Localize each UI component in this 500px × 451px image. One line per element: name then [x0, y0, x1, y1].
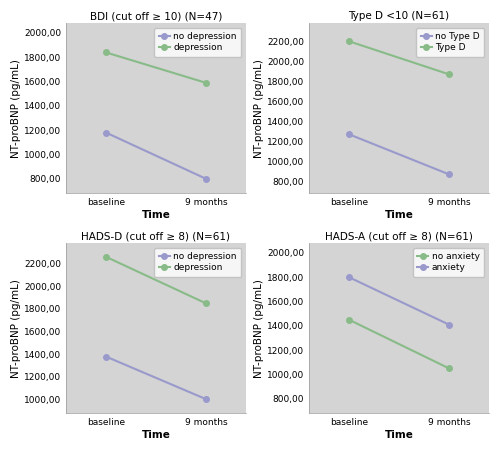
Title: HADS-D (cut off ≥ 8) (N=61): HADS-D (cut off ≥ 8) (N=61): [82, 231, 231, 241]
Type D: [446, 72, 452, 77]
Title: BDI (cut off ≥ 10) (N=47): BDI (cut off ≥ 10) (N=47): [90, 11, 222, 21]
depression: [203, 80, 209, 86]
X-axis label: Time: Time: [142, 210, 171, 220]
no anxiety: [446, 366, 452, 371]
Y-axis label: NT-proBNP (pg/mL): NT-proBNP (pg/mL): [11, 279, 21, 377]
anxiety: [446, 322, 452, 327]
depression: [103, 50, 109, 55]
Legend: no anxiety, anxiety: no anxiety, anxiety: [413, 248, 484, 276]
Legend: no Type D, Type D: no Type D, Type D: [416, 28, 484, 57]
depression: [103, 254, 109, 259]
Line: Type D: Type D: [346, 38, 452, 77]
no depression: [203, 176, 209, 181]
Y-axis label: NT-proBNP (pg/mL): NT-proBNP (pg/mL): [11, 59, 21, 158]
no depression: [103, 354, 109, 359]
depression: [203, 301, 209, 306]
Y-axis label: NT-proBNP (pg/mL): NT-proBNP (pg/mL): [254, 279, 264, 377]
no Type D: [346, 132, 352, 137]
X-axis label: Time: Time: [384, 210, 414, 220]
Line: no anxiety: no anxiety: [346, 317, 452, 371]
Line: anxiety: anxiety: [346, 275, 452, 327]
Legend: no depression, depression: no depression, depression: [154, 248, 242, 276]
no anxiety: [346, 317, 352, 322]
X-axis label: Time: Time: [384, 430, 414, 440]
Title: HADS-A (cut off ≥ 8) (N=61): HADS-A (cut off ≥ 8) (N=61): [325, 231, 473, 241]
Y-axis label: NT-proBNP (pg/mL): NT-proBNP (pg/mL): [254, 59, 264, 158]
no depression: [103, 130, 109, 135]
Line: depression: depression: [103, 50, 208, 86]
Line: no Type D: no Type D: [346, 132, 452, 177]
Line: no depression: no depression: [103, 130, 208, 181]
Line: depression: depression: [103, 254, 208, 306]
no Type D: [446, 171, 452, 177]
Type D: [346, 39, 352, 44]
Line: no depression: no depression: [103, 354, 208, 402]
anxiety: [346, 275, 352, 280]
X-axis label: Time: Time: [142, 430, 171, 440]
Legend: no depression, depression: no depression, depression: [154, 28, 242, 57]
Title: Type D <10 (N=61): Type D <10 (N=61): [348, 11, 450, 21]
no depression: [203, 396, 209, 402]
